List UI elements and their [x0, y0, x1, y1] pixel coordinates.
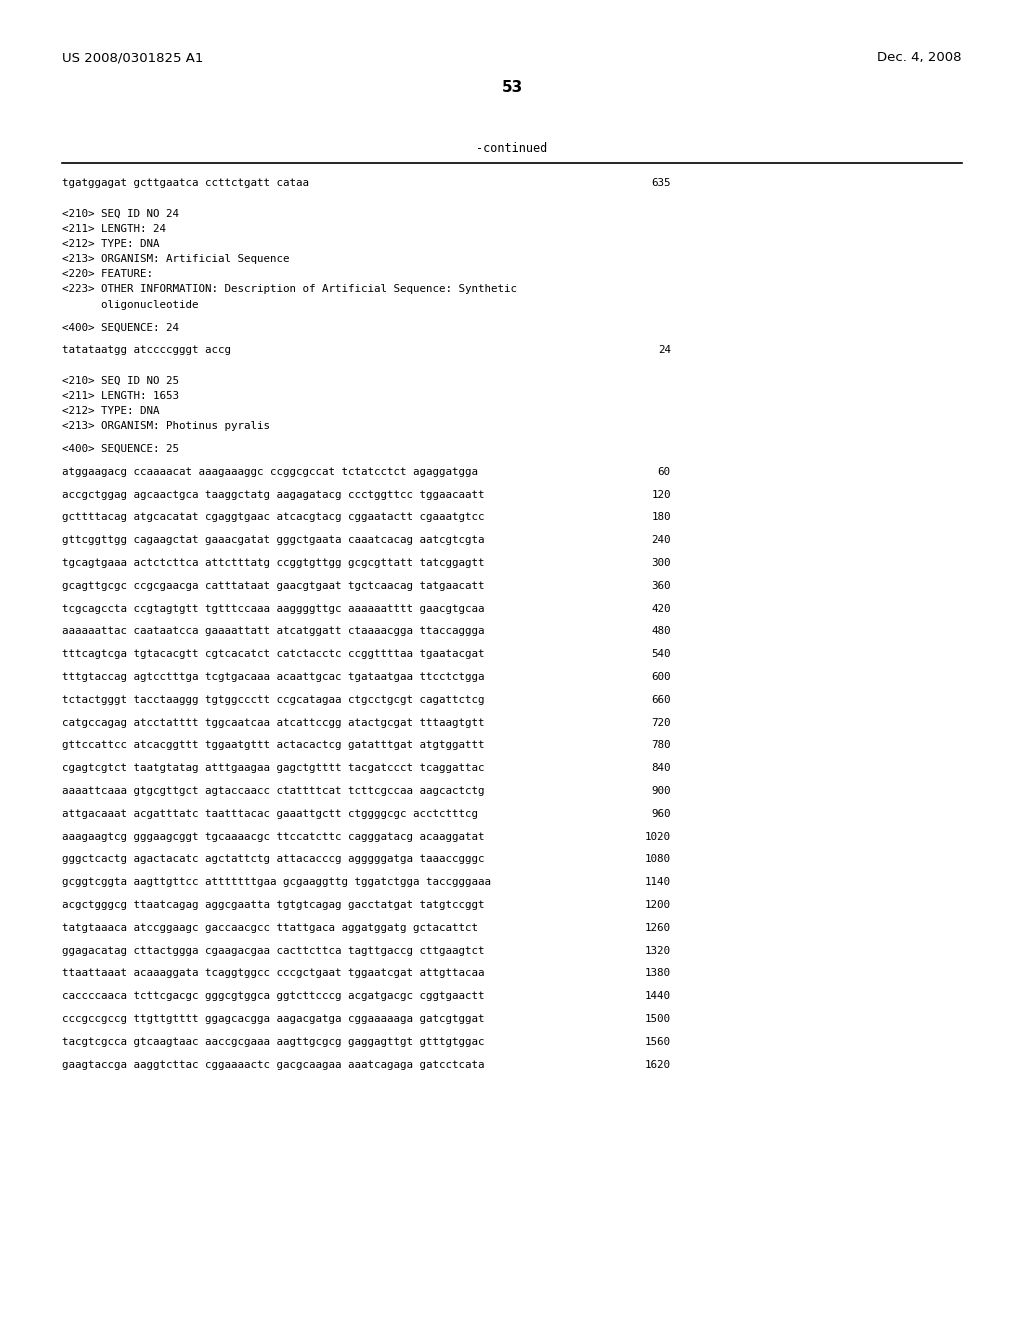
Text: 1320: 1320	[645, 945, 671, 956]
Text: acgctgggcg ttaatcagag aggcgaatta tgtgtcagag gacctatgat tatgtccggt: acgctgggcg ttaatcagag aggcgaatta tgtgtca…	[62, 900, 485, 909]
Text: 120: 120	[651, 490, 671, 499]
Text: gcagttgcgc ccgcgaacga catttataat gaacgtgaat tgctcaacag tatgaacatt: gcagttgcgc ccgcgaacga catttataat gaacgtg…	[62, 581, 485, 591]
Text: 780: 780	[651, 741, 671, 750]
Text: attgacaaat acgatttatc taatttacac gaaattgctt ctggggcgc acctctttcg: attgacaaat acgatttatc taatttacac gaaattg…	[62, 809, 478, 818]
Text: 1140: 1140	[645, 878, 671, 887]
Text: <210> SEQ ID NO 24: <210> SEQ ID NO 24	[62, 209, 179, 218]
Text: 24: 24	[657, 346, 671, 355]
Text: 720: 720	[651, 718, 671, 727]
Text: catgccagag atcctatttt tggcaatcaa atcattccgg atactgcgat tttaagtgtt: catgccagag atcctatttt tggcaatcaa atcattc…	[62, 718, 485, 727]
Text: cgagtcgtct taatgtatag atttgaagaa gagctgtttt tacgatccct tcaggattac: cgagtcgtct taatgtatag atttgaagaa gagctgt…	[62, 763, 485, 774]
Text: tacgtcgcca gtcaagtaac aaccgcgaaa aagttgcgcg gaggagttgt gtttgtggac: tacgtcgcca gtcaagtaac aaccgcgaaa aagttgc…	[62, 1036, 485, 1047]
Text: tatataatgg atccccgggt accg: tatataatgg atccccgggt accg	[62, 346, 231, 355]
Text: 60: 60	[657, 467, 671, 477]
Text: <210> SEQ ID NO 25: <210> SEQ ID NO 25	[62, 376, 179, 385]
Text: 1560: 1560	[645, 1036, 671, 1047]
Text: atggaagacg ccaaaacat aaagaaaggc ccggcgccat tctatcctct agaggatgga: atggaagacg ccaaaacat aaagaaaggc ccggcgcc…	[62, 467, 478, 477]
Text: <220> FEATURE:: <220> FEATURE:	[62, 269, 154, 280]
Text: 1440: 1440	[645, 991, 671, 1001]
Text: 600: 600	[651, 672, 671, 682]
Text: <212> TYPE: DNA: <212> TYPE: DNA	[62, 407, 160, 416]
Text: gttcggttgg cagaagctat gaaacgatat gggctgaata caaatcacag aatcgtcgta: gttcggttgg cagaagctat gaaacgatat gggctga…	[62, 535, 485, 545]
Text: 635: 635	[651, 178, 671, 187]
Text: aaagaagtcg gggaagcggt tgcaaaacgc ttccatcttc cagggatacg acaaggatat: aaagaagtcg gggaagcggt tgcaaaacgc ttccatc…	[62, 832, 485, 842]
Text: 1200: 1200	[645, 900, 671, 909]
Text: tgatggagat gcttgaatca ccttctgatt cataa: tgatggagat gcttgaatca ccttctgatt cataa	[62, 178, 309, 187]
Text: 180: 180	[651, 512, 671, 523]
Text: 960: 960	[651, 809, 671, 818]
Text: tctactgggt tacctaaggg tgtggccctt ccgcatagaa ctgcctgcgt cagattctcg: tctactgggt tacctaaggg tgtggccctt ccgcata…	[62, 694, 485, 705]
Text: 53: 53	[502, 81, 522, 95]
Text: 840: 840	[651, 763, 671, 774]
Text: gcttttacag atgcacatat cgaggtgaac atcacgtacg cggaatactt cgaaatgtcc: gcttttacag atgcacatat cgaggtgaac atcacgt…	[62, 512, 485, 523]
Text: <213> ORGANISM: Photinus pyralis: <213> ORGANISM: Photinus pyralis	[62, 421, 270, 432]
Text: 1020: 1020	[645, 832, 671, 842]
Text: <400> SEQUENCE: 24: <400> SEQUENCE: 24	[62, 322, 179, 333]
Text: oligonucleotide: oligonucleotide	[62, 300, 199, 310]
Text: gggctcactg agactacatc agctattctg attacacccg agggggatga taaaccgggc: gggctcactg agactacatc agctattctg attacac…	[62, 854, 485, 865]
Text: -continued: -continued	[476, 141, 548, 154]
Text: 1080: 1080	[645, 854, 671, 865]
Text: US 2008/0301825 A1: US 2008/0301825 A1	[62, 51, 204, 65]
Text: 420: 420	[651, 603, 671, 614]
Text: aaaattcaaa gtgcgttgct agtaccaacc ctattttcat tcttcgccaa aagcactctg: aaaattcaaa gtgcgttgct agtaccaacc ctatttt…	[62, 785, 485, 796]
Text: 300: 300	[651, 558, 671, 568]
Text: 240: 240	[651, 535, 671, 545]
Text: 360: 360	[651, 581, 671, 591]
Text: ttaattaaat acaaaggata tcaggtggcc cccgctgaat tggaatcgat attgttacaa: ttaattaaat acaaaggata tcaggtggcc cccgctg…	[62, 969, 485, 978]
Text: <211> LENGTH: 1653: <211> LENGTH: 1653	[62, 391, 179, 401]
Text: tttgtaccag agtcctttga tcgtgacaaa acaattgcac tgataatgaa ttcctctgga: tttgtaccag agtcctttga tcgtgacaaa acaattg…	[62, 672, 485, 682]
Text: tcgcagccta ccgtagtgtt tgtttccaaa aaggggttgc aaaaaatttt gaacgtgcaa: tcgcagccta ccgtagtgtt tgtttccaaa aaggggt…	[62, 603, 485, 614]
Text: cccgccgccg ttgttgtttt ggagcacgga aagacgatga cggaaaaaga gatcgtggat: cccgccgccg ttgttgtttt ggagcacgga aagacga…	[62, 1014, 485, 1024]
Text: Dec. 4, 2008: Dec. 4, 2008	[877, 51, 962, 65]
Text: 1500: 1500	[645, 1014, 671, 1024]
Text: <213> ORGANISM: Artificial Sequence: <213> ORGANISM: Artificial Sequence	[62, 253, 290, 264]
Text: tatgtaaaca atccggaagc gaccaacgcc ttattgaca aggatggatg gctacattct: tatgtaaaca atccggaagc gaccaacgcc ttattga…	[62, 923, 478, 933]
Text: tttcagtcga tgtacacgtt cgtcacatct catctacctc ccggttttaa tgaatacgat: tttcagtcga tgtacacgtt cgtcacatct catctac…	[62, 649, 485, 659]
Text: gcggtcggta aagttgttcc atttttttgaa gcgaaggttg tggatctgga taccgggaaa: gcggtcggta aagttgttcc atttttttgaa gcgaag…	[62, 878, 492, 887]
Text: 1620: 1620	[645, 1060, 671, 1069]
Text: 1380: 1380	[645, 969, 671, 978]
Text: <400> SEQUENCE: 25: <400> SEQUENCE: 25	[62, 444, 179, 454]
Text: gaagtaccga aaggtcttac cggaaaactc gacgcaagaa aaatcagaga gatcctcata: gaagtaccga aaggtcttac cggaaaactc gacgcaa…	[62, 1060, 485, 1069]
Text: 480: 480	[651, 627, 671, 636]
Text: gttccattcc atcacggttt tggaatgttt actacactcg gatatttgat atgtggattt: gttccattcc atcacggttt tggaatgttt actacac…	[62, 741, 485, 750]
Text: <211> LENGTH: 24: <211> LENGTH: 24	[62, 223, 167, 234]
Text: 540: 540	[651, 649, 671, 659]
Text: <223> OTHER INFORMATION: Description of Artificial Sequence: Synthetic: <223> OTHER INFORMATION: Description of …	[62, 284, 517, 294]
Text: tgcagtgaaa actctcttca attctttatg ccggtgttgg gcgcgttatt tatcggagtt: tgcagtgaaa actctcttca attctttatg ccggtgt…	[62, 558, 485, 568]
Text: caccccaaca tcttcgacgc gggcgtggca ggtcttcccg acgatgacgc cggtgaactt: caccccaaca tcttcgacgc gggcgtggca ggtcttc…	[62, 991, 485, 1001]
Text: 900: 900	[651, 785, 671, 796]
Text: ggagacatag cttactggga cgaagacgaa cacttcttca tagttgaccg cttgaagtct: ggagacatag cttactggga cgaagacgaa cacttct…	[62, 945, 485, 956]
Text: aaaaaattac caataatcca gaaaattatt atcatggatt ctaaaacgga ttaccaggga: aaaaaattac caataatcca gaaaattatt atcatgg…	[62, 627, 485, 636]
Text: accgctggag agcaactgca taaggctatg aagagatacg ccctggttcc tggaacaatt: accgctggag agcaactgca taaggctatg aagagat…	[62, 490, 485, 499]
Text: 1260: 1260	[645, 923, 671, 933]
Text: 660: 660	[651, 694, 671, 705]
Text: <212> TYPE: DNA: <212> TYPE: DNA	[62, 239, 160, 248]
